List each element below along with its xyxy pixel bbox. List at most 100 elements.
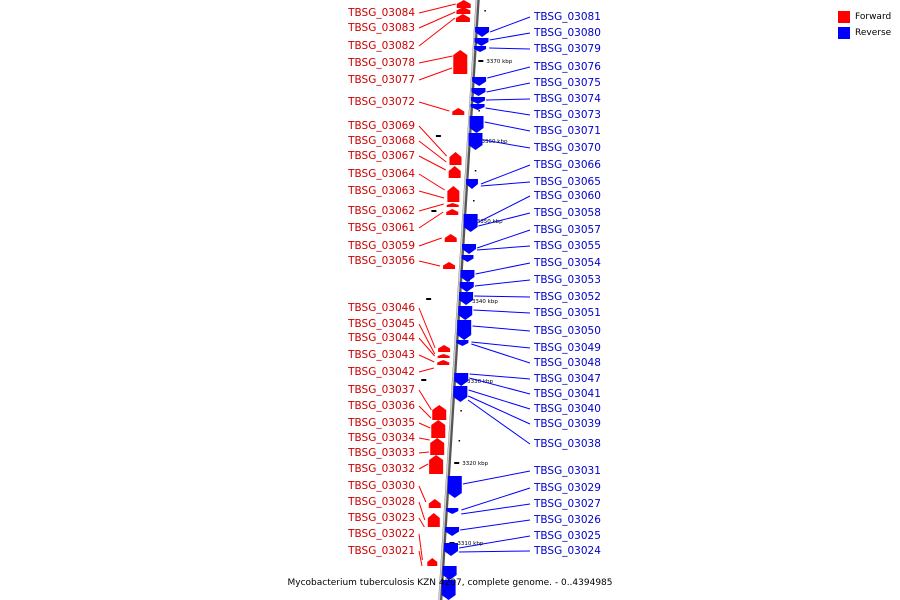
forward-leader-line — [418, 125, 448, 157]
reverse-leader-line — [489, 32, 531, 41]
forward-gene-label: TBSG_03033 — [347, 447, 415, 459]
legend: Forward Reverse — [838, 9, 891, 41]
reverse-gene-block — [461, 255, 474, 262]
reverse-leader-line — [461, 487, 531, 511]
scale-tick-label: 3370 kbp — [486, 59, 512, 65]
backbone-dot — [460, 410, 462, 412]
reverse-gene-label: TBSG_03066 — [533, 159, 601, 171]
backbone-dash — [435, 135, 441, 137]
reverse-leader-line — [459, 535, 531, 549]
reverse-gene-label: TBSG_03040 — [533, 403, 601, 415]
forward-leader-line — [418, 533, 423, 561]
forward-gene-label: TBSG_03062 — [347, 205, 415, 217]
reverse-leader-line — [484, 121, 531, 132]
forward-gene-label: TBSG_03083 — [347, 22, 415, 34]
forward-gene-block — [446, 203, 459, 207]
reverse-leader-line — [489, 16, 531, 33]
reverse-gene-block — [465, 179, 478, 189]
reverse-gene-block — [470, 104, 485, 110]
reverse-gene-label: TBSG_03073 — [533, 109, 601, 121]
forward-gene-label: TBSG_03032 — [347, 463, 415, 475]
forward-leader-line — [418, 11, 456, 29]
forward-gene-label: TBSG_03046 — [347, 302, 415, 314]
forward-gene-label: TBSG_03023 — [347, 512, 415, 524]
forward-leader-line — [418, 501, 426, 521]
forward-gene-label: TBSG_03056 — [347, 255, 415, 267]
reverse-gene-block — [459, 292, 474, 305]
reverse-gene-label: TBSG_03070 — [533, 142, 601, 154]
gene-labels: TBSG_03084 TBSG_03083 TBSG_03082 TBSG_03078… — [347, 7, 601, 557]
reverse-leader-line — [486, 82, 531, 93]
reverse-gene-block — [474, 46, 487, 52]
reverse-gene-label: TBSG_03026 — [533, 514, 601, 526]
reverse-leader-line — [480, 181, 531, 187]
backbone-highlight — [438, 0, 478, 600]
forward-leader-line — [418, 550, 423, 567]
forward-gene-label: TBSG_03072 — [347, 96, 415, 108]
reverse-gene-block — [456, 340, 469, 346]
reverse-gene-label: TBSG_03054 — [533, 257, 601, 269]
forward-gene-label: TBSG_03043 — [347, 349, 415, 361]
forward-gene-block — [428, 499, 441, 508]
legend-reverse-label: Reverse — [855, 27, 892, 38]
forward-leader-line — [418, 237, 442, 247]
forward-gene-label: TBSG_03078 — [347, 57, 415, 69]
forward-leader-line — [418, 17, 456, 47]
reverse-gene-block — [457, 320, 472, 340]
forward-leader-line — [418, 203, 444, 212]
genome-backbone — [438, 0, 480, 600]
reverse-gene-block — [471, 88, 486, 96]
reverse-gene-block — [453, 386, 468, 402]
reverse-gene-label: TBSG_03065 — [533, 176, 601, 188]
backbone-dash — [431, 210, 437, 212]
forward-leader-line — [418, 405, 432, 419]
gene-features — [427, 0, 490, 600]
forward-leader-line — [418, 451, 429, 454]
reverse-gene-block — [445, 527, 460, 536]
forward-leader-line — [418, 367, 435, 373]
reverse-leader-line — [480, 164, 531, 185]
forward-gene-block — [455, 14, 470, 22]
forward-gene-label: TBSG_03063 — [347, 185, 415, 197]
reverse-gene-label: TBSG_03029 — [533, 482, 601, 494]
reverse-gene-block — [468, 133, 483, 150]
reverse-gene-label: TBSG_03081 — [533, 11, 601, 23]
reverse-gene-label: TBSG_03055 — [533, 240, 601, 252]
forward-gene-block — [427, 513, 440, 527]
forward-gene-block — [447, 186, 460, 202]
forward-leader-line — [418, 101, 450, 112]
forward-gene-label: TBSG_03035 — [347, 417, 415, 429]
reverse-leader-line — [460, 519, 531, 531]
reverse-gene-block — [441, 580, 456, 600]
reverse-gene-label: TBSG_03038 — [533, 438, 601, 450]
forward-gene-block — [432, 405, 447, 420]
reverse-gene-label: TBSG_03041 — [533, 388, 601, 400]
reverse-leader-line — [461, 503, 531, 515]
reverse-gene-block — [474, 38, 489, 46]
forward-gene-block — [446, 209, 459, 215]
reverse-leader-line — [485, 98, 531, 101]
scale-tick-mark — [478, 60, 484, 62]
reverse-leader-line — [473, 309, 531, 314]
forward-gene-label: TBSG_03068 — [347, 135, 415, 147]
scale-tick-label: 3350 kbp — [477, 219, 503, 225]
reverse-gene-label: TBSG_03076 — [533, 61, 601, 73]
forward-gene-block — [437, 360, 450, 365]
forward-gene-block — [456, 7, 471, 14]
reverse-leader-line — [471, 343, 531, 364]
forward-leader-line — [418, 3, 456, 14]
forward-leader-line — [418, 463, 429, 470]
scale-tick-mark — [454, 462, 460, 464]
forward-gene-label: TBSG_03042 — [347, 366, 415, 378]
backbone-dot — [458, 440, 461, 442]
forward-leader-line — [418, 260, 441, 267]
forward-leader-line — [418, 389, 432, 411]
forward-leader-line — [418, 517, 425, 528]
reverse-gene-label: TBSG_03051 — [533, 307, 601, 319]
reverse-leader-line — [476, 245, 531, 251]
reverse-gene-block — [472, 77, 487, 86]
reverse-gene-label: TBSG_03079 — [533, 43, 601, 55]
backbone-dot — [474, 170, 477, 172]
reverse-leader-line — [483, 139, 531, 149]
